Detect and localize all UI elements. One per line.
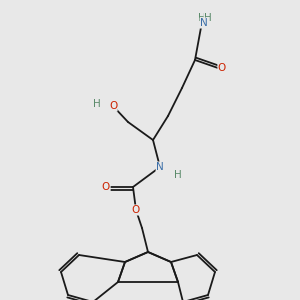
Text: H: H bbox=[198, 13, 206, 23]
Text: O: O bbox=[218, 63, 226, 73]
Text: H: H bbox=[174, 170, 182, 180]
Text: N: N bbox=[200, 18, 208, 28]
Text: O: O bbox=[132, 205, 140, 215]
Text: N: N bbox=[156, 162, 164, 172]
Text: H: H bbox=[204, 13, 212, 23]
Text: O: O bbox=[102, 182, 110, 192]
Text: H: H bbox=[93, 99, 101, 109]
Text: O: O bbox=[109, 101, 117, 111]
